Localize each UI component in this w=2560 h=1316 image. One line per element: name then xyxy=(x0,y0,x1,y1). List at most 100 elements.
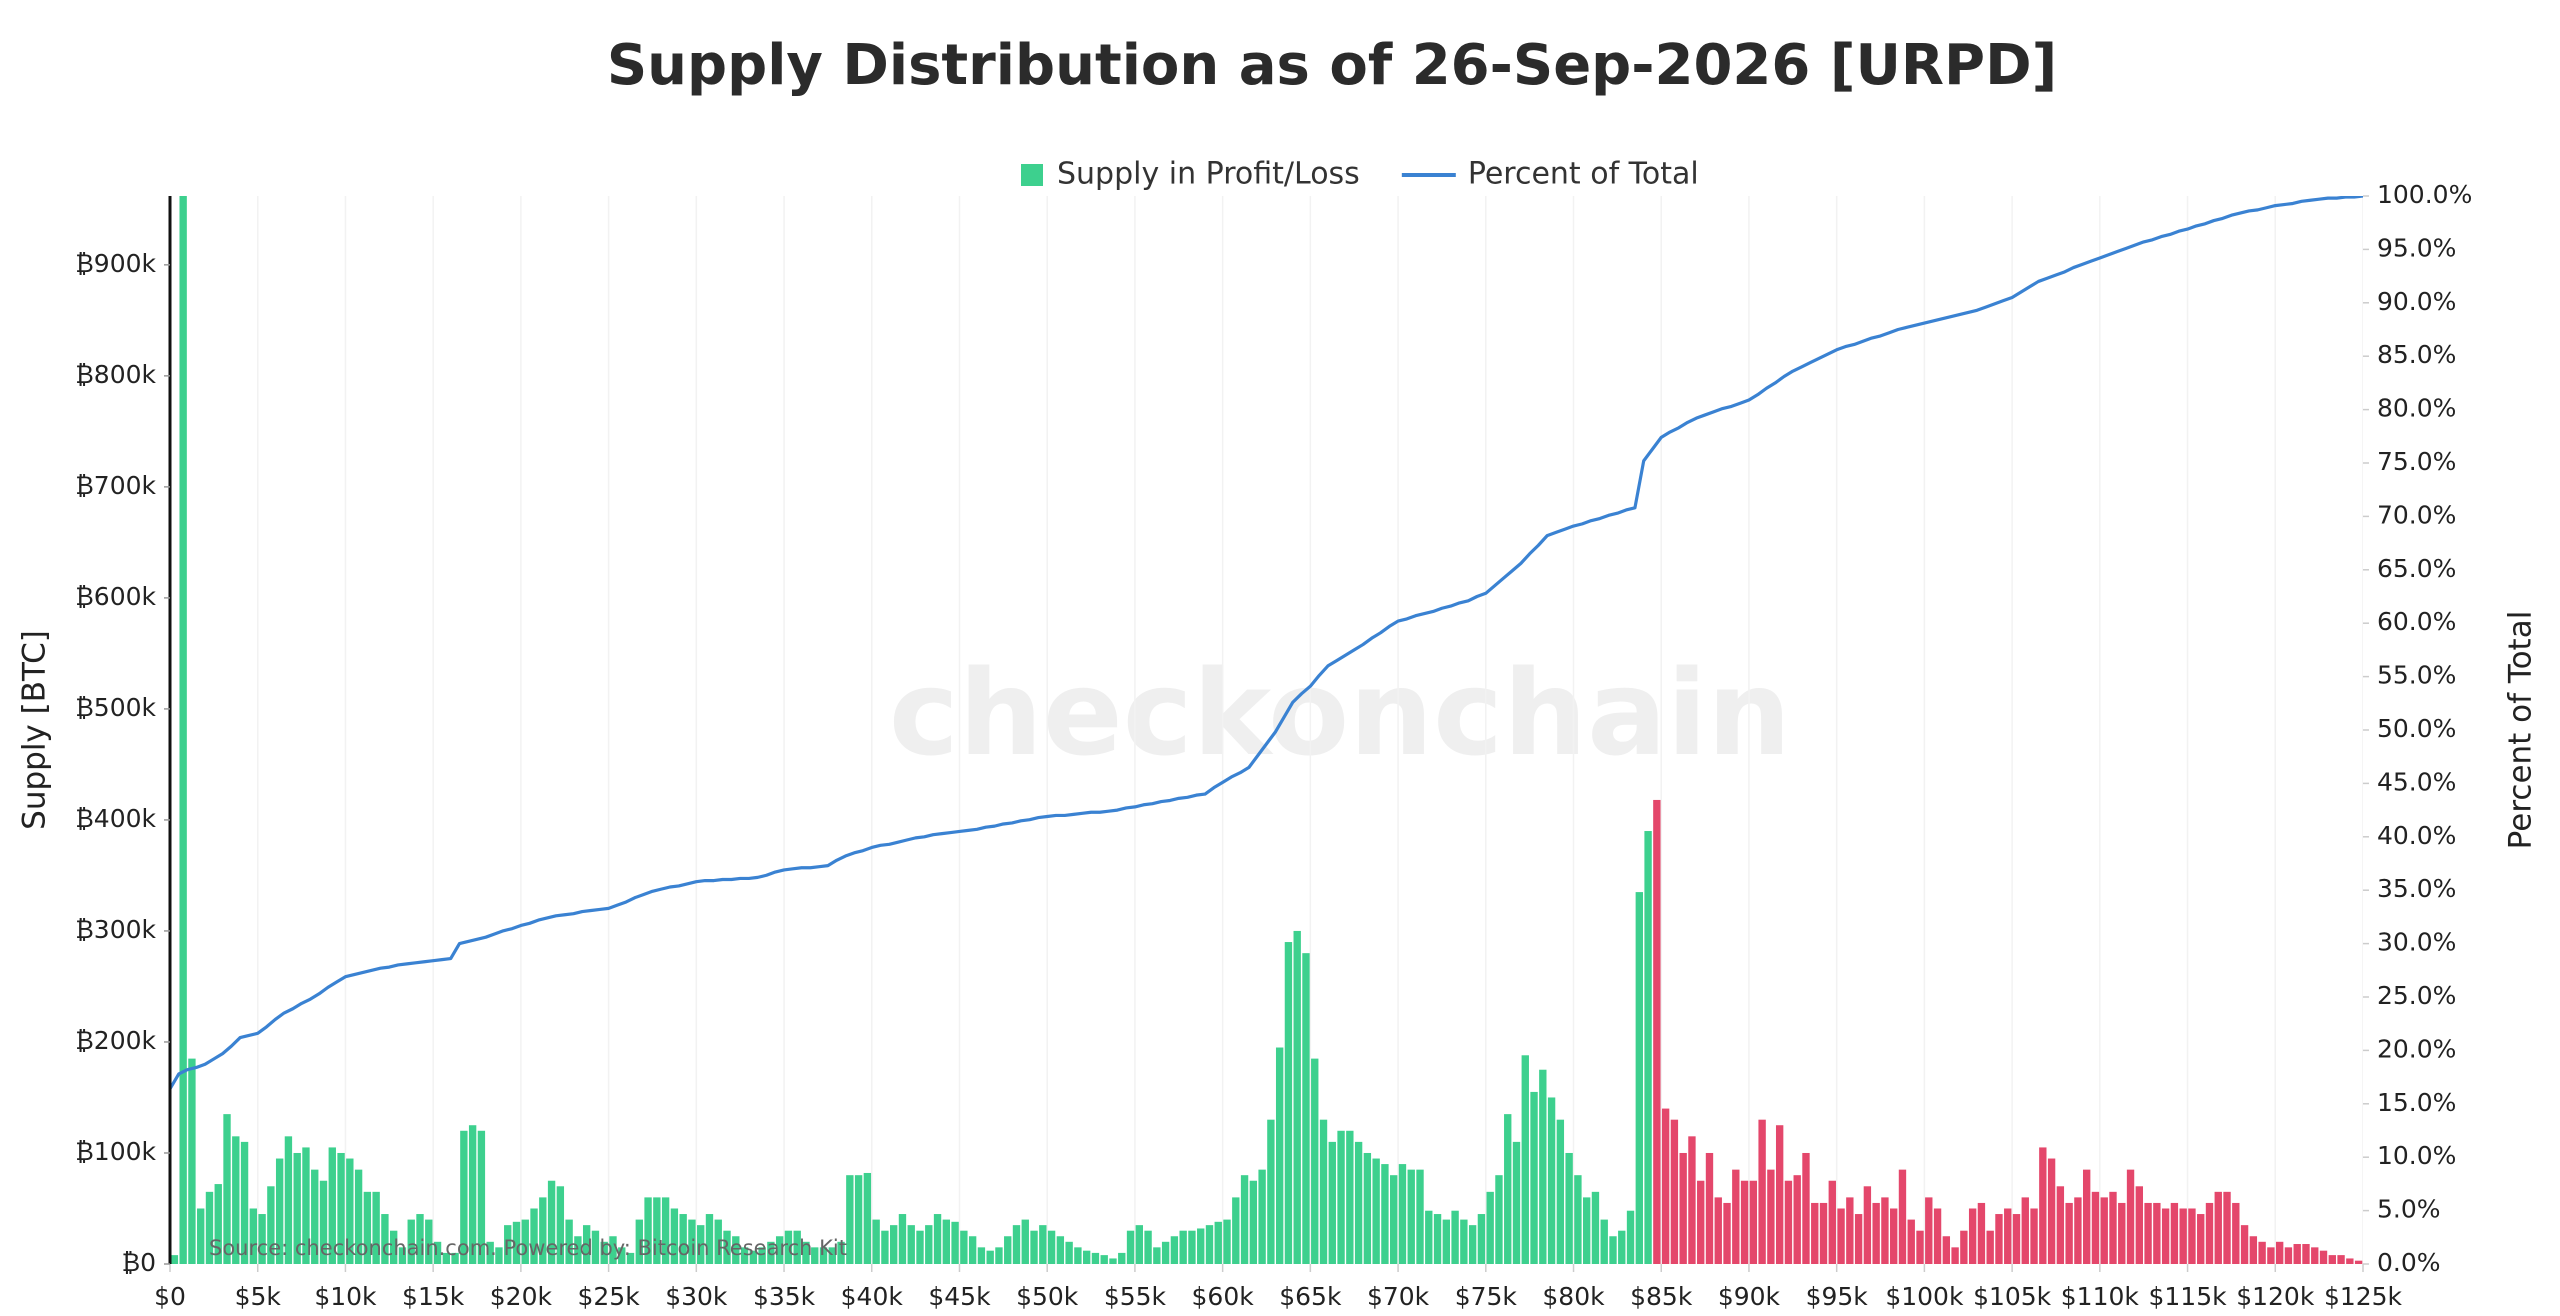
bar xyxy=(2302,1244,2310,1264)
bar xyxy=(661,1197,670,1264)
bar xyxy=(784,1230,793,1264)
bar xyxy=(1618,1230,1626,1264)
bar xyxy=(302,1147,310,1264)
bar xyxy=(828,1247,836,1264)
bar xyxy=(1363,1152,1372,1264)
y2-tick-label: 55.0% xyxy=(2377,661,2456,690)
bar xyxy=(1337,1130,1345,1264)
bar xyxy=(232,1136,240,1264)
bar xyxy=(1881,1197,1889,1264)
x-tick-label: $65k xyxy=(1279,1282,1342,1311)
bar xyxy=(1495,1175,1503,1264)
bar xyxy=(223,1114,231,1264)
x-tick-label: $125k xyxy=(2324,1282,2403,1311)
bar xyxy=(1749,1180,1758,1264)
bar xyxy=(354,1169,363,1264)
y2-tick-label: 100.0% xyxy=(2377,180,2472,209)
bar xyxy=(1565,1152,1573,1264)
bar xyxy=(1188,1230,1196,1264)
bar xyxy=(188,1058,196,1264)
bar xyxy=(1916,1230,1924,1264)
bar xyxy=(1407,1169,1415,1264)
y2-tick-label: 85.0% xyxy=(2377,340,2456,369)
bar xyxy=(740,1247,749,1264)
bar xyxy=(1328,1141,1336,1264)
y2-tick-label: 0.0% xyxy=(2377,1248,2441,1277)
y2-tick-label: 25.0% xyxy=(2377,981,2456,1010)
y2-tick-label: 40.0% xyxy=(2377,821,2456,850)
bar xyxy=(837,1241,845,1264)
bar xyxy=(363,1191,372,1264)
bar xyxy=(1828,1180,1836,1264)
bar xyxy=(1223,1219,1231,1264)
bar xyxy=(2109,1191,2117,1264)
bar xyxy=(477,1130,486,1264)
source-note: Source: checkonchain.com. Powered by: Bi… xyxy=(209,1236,847,1260)
bar xyxy=(1775,1125,1784,1264)
bar xyxy=(2074,1197,2082,1264)
bar xyxy=(1767,1169,1775,1264)
bar xyxy=(1679,1152,1687,1264)
bar xyxy=(925,1225,933,1264)
bar xyxy=(284,1136,293,1264)
bar xyxy=(732,1236,740,1264)
bar xyxy=(1933,1208,1942,1264)
bar xyxy=(1504,1114,1512,1264)
bar xyxy=(1793,1175,1801,1264)
bar xyxy=(1653,799,1661,1264)
bar xyxy=(267,1186,275,1264)
x-tick-label: $95k xyxy=(1806,1282,1869,1311)
bar xyxy=(1451,1210,1459,1264)
bar xyxy=(2354,1260,2363,1264)
bar xyxy=(556,1186,565,1264)
bar xyxy=(1012,1225,1021,1264)
bar xyxy=(2275,1241,2284,1264)
bar xyxy=(372,1191,380,1264)
bar xyxy=(1661,1108,1670,1264)
bar xyxy=(2240,1225,2249,1264)
bar xyxy=(933,1214,942,1264)
bar xyxy=(1398,1164,1407,1264)
bar xyxy=(1135,1225,1143,1264)
y2-tick-label: 60.0% xyxy=(2377,607,2456,636)
bar xyxy=(451,1252,459,1264)
bar xyxy=(1512,1141,1521,1264)
bar xyxy=(381,1214,389,1264)
bar xyxy=(530,1208,538,1264)
bar xyxy=(1547,1097,1556,1264)
bar xyxy=(697,1225,705,1264)
x-tick-label: $40k xyxy=(841,1282,904,1311)
x-tick-label: $25k xyxy=(577,1282,640,1311)
bar xyxy=(1004,1236,1012,1264)
bar xyxy=(644,1197,652,1264)
bar xyxy=(328,1147,336,1264)
bar xyxy=(679,1214,687,1264)
bar xyxy=(1582,1197,1591,1264)
x-tick-label: $105k xyxy=(1973,1282,2052,1311)
bar xyxy=(2056,1186,2065,1264)
bar xyxy=(1635,892,1643,1264)
bar xyxy=(2091,1191,2100,1264)
bar xyxy=(1846,1197,1854,1264)
bar xyxy=(916,1230,924,1264)
bar xyxy=(1837,1208,1845,1264)
bar xyxy=(1302,953,1310,1264)
bar xyxy=(1091,1252,1100,1264)
bar xyxy=(539,1197,547,1264)
bar xyxy=(2118,1202,2126,1264)
bar xyxy=(2319,1250,2328,1264)
y2-tick-label: 75.0% xyxy=(2377,447,2456,476)
bar xyxy=(1705,1152,1714,1264)
bar xyxy=(1556,1119,1565,1264)
bar xyxy=(582,1225,591,1264)
bar xyxy=(205,1191,214,1264)
bar xyxy=(2144,1202,2152,1264)
bar xyxy=(1442,1219,1451,1264)
bar xyxy=(197,1208,205,1264)
x-tick-label: $75k xyxy=(1455,1282,1518,1311)
bar xyxy=(468,1125,477,1264)
bar xyxy=(1205,1225,1214,1264)
bar xyxy=(442,1252,451,1264)
bar xyxy=(846,1175,854,1264)
